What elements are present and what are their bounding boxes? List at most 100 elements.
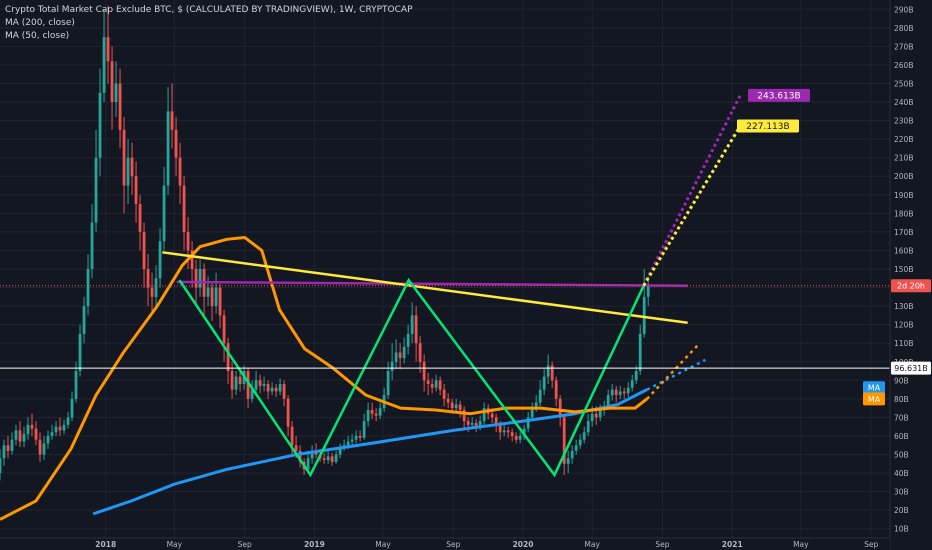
candle-body xyxy=(474,422,478,427)
y-tick-label: 130B xyxy=(894,302,913,311)
candle-body xyxy=(594,413,598,418)
candle-body xyxy=(578,439,582,446)
candle-body xyxy=(178,157,182,186)
candle-body xyxy=(590,413,594,422)
candle-body xyxy=(482,408,486,422)
candle-body xyxy=(374,413,378,416)
grid-lines xyxy=(0,0,890,538)
candle-body xyxy=(146,269,150,288)
candle-body xyxy=(418,343,422,362)
price-label: 2d 20h xyxy=(897,282,925,291)
x-tick-label: May xyxy=(167,540,183,549)
candle-body xyxy=(442,389,446,399)
price-label: MA xyxy=(868,395,881,404)
candle-body xyxy=(358,435,362,438)
legend: Crypto Total Market Cap Exclude BTC, $ (… xyxy=(5,5,413,41)
candle-body xyxy=(562,417,566,464)
price-label-box xyxy=(891,361,931,375)
price-labels: 243.613B 227.113B 2d 20h 96.631B MA MA xyxy=(737,88,931,406)
y-axis-background xyxy=(890,0,932,550)
price-label-box xyxy=(863,381,885,395)
candle-body xyxy=(402,346,406,359)
candle-body xyxy=(54,426,58,433)
candle-body xyxy=(322,458,326,461)
y-tick-label: 80B xyxy=(894,395,909,404)
candle-body xyxy=(526,417,530,429)
candle-body xyxy=(14,430,18,440)
candle-body xyxy=(546,365,550,377)
candle-body xyxy=(558,398,562,418)
candle-body xyxy=(206,287,210,297)
annotation-lines[interactable] xyxy=(162,94,742,478)
candle-body xyxy=(330,456,334,462)
x-axis-background xyxy=(0,538,890,550)
candle-body xyxy=(66,417,70,425)
price-label-box xyxy=(863,392,885,406)
candle-body xyxy=(78,333,82,372)
price-label-box xyxy=(748,88,810,102)
w-pattern xyxy=(178,277,645,478)
price-label-box xyxy=(891,279,931,293)
candle-body xyxy=(294,445,298,451)
candle-body xyxy=(446,398,450,403)
candle-body xyxy=(550,365,554,381)
ma200-legend-label[interactable]: MA (200, close) xyxy=(5,18,75,28)
candle-body xyxy=(306,458,310,470)
y-tick-label: 270B xyxy=(894,42,913,51)
candle-body xyxy=(246,371,250,399)
candlestick-series xyxy=(0,5,650,481)
candle-body xyxy=(646,285,650,297)
candle-body xyxy=(6,445,10,451)
candle-body xyxy=(470,422,474,425)
y-axis[interactable]: 290B 280B 270B 260B 250B 240B 230B 220B 210B 200B… xyxy=(889,0,932,550)
x-tick-label: 2020 xyxy=(513,540,534,549)
y-tick-label: 50B xyxy=(894,451,909,460)
y-tick-label: 200B xyxy=(894,172,913,181)
candle-body xyxy=(198,269,202,288)
x-tick-label: May xyxy=(584,540,600,549)
candle-body xyxy=(334,454,338,462)
candle-body xyxy=(290,426,294,446)
candle-body xyxy=(222,315,226,344)
candle-body xyxy=(86,269,90,307)
candle-body xyxy=(574,445,578,451)
candle-body xyxy=(62,424,66,431)
x-axis[interactable]: 2018 May Sep 2019 May Sep 2020 May Sep 2021 May Sep xyxy=(0,537,890,550)
trendline xyxy=(162,251,688,325)
y-tick-label: 170B xyxy=(894,228,913,237)
candle-body xyxy=(2,445,6,459)
candle-body xyxy=(514,435,518,440)
candle-body xyxy=(166,111,170,186)
y-tick-label: 90B xyxy=(894,376,909,385)
price-label: 227.113B xyxy=(746,122,789,132)
candle-body xyxy=(338,447,342,455)
chart-title[interactable]: Crypto Total Market Cap Exclude BTC, $ (… xyxy=(5,5,413,15)
x-tick-label: May xyxy=(375,540,391,549)
candle-body xyxy=(150,287,154,297)
candle-body xyxy=(586,421,590,433)
candle-body xyxy=(218,287,222,316)
x-tick-label: Sep xyxy=(238,540,252,549)
candle-body xyxy=(126,157,130,186)
candle-body xyxy=(454,404,458,409)
y-tick-label: 10B xyxy=(894,525,909,534)
candle-body xyxy=(466,421,470,425)
ma50-legend-label[interactable]: MA (50, close) xyxy=(5,31,69,41)
candle-body xyxy=(118,83,122,130)
y-tick-label: 280B xyxy=(894,24,913,33)
candle-body xyxy=(298,450,302,462)
candle-body xyxy=(262,384,266,386)
y-tick-label: 70B xyxy=(894,413,909,422)
candle-body xyxy=(190,250,194,269)
candle-body xyxy=(434,380,438,388)
candle-body xyxy=(478,421,482,427)
y-tick-label: 160B xyxy=(894,246,913,255)
x-tick-label: 2018 xyxy=(95,540,116,549)
candle-body xyxy=(210,287,214,307)
y-tick-label: 180B xyxy=(894,209,913,218)
candle-body xyxy=(26,424,30,435)
horizontal-price-lines xyxy=(0,285,890,369)
candle-body xyxy=(310,450,314,459)
candle-body xyxy=(250,389,254,399)
